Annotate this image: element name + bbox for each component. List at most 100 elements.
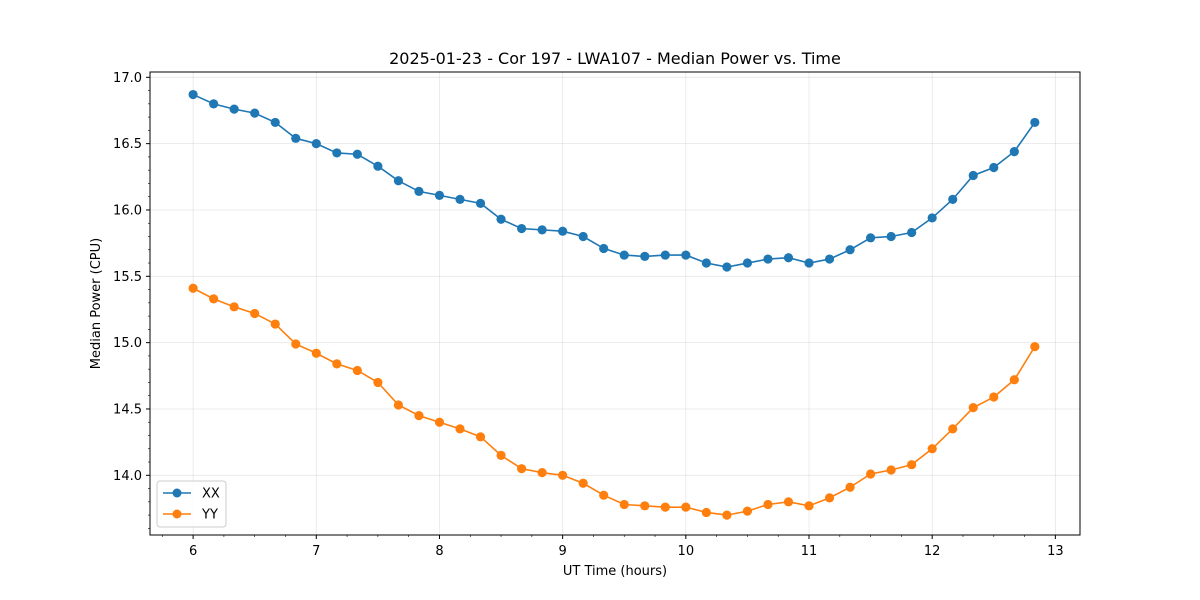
data-point-xx: [188, 89, 198, 100]
data-point-yy: [968, 403, 978, 413]
data-point-yy: [865, 469, 876, 479]
grid-layer: [150, 72, 1080, 535]
data-point-xx: [1030, 117, 1040, 128]
data-point-xx: [434, 190, 445, 200]
data-point-yy: [907, 460, 917, 470]
data-point-yy: [948, 424, 958, 434]
data-point-xx: [558, 226, 568, 236]
data-point-yy: [722, 510, 732, 520]
data-point-xx: [886, 231, 896, 242]
data-point-xx: [373, 161, 383, 171]
data-point-xx: [311, 139, 321, 149]
data-point-yy: [681, 502, 691, 512]
data-point-xx: [722, 262, 732, 272]
legend: XX YY: [156, 480, 227, 528]
plot-frame: [149, 71, 1081, 536]
data-point-xx: [824, 254, 835, 264]
data-point-xx: [332, 148, 342, 158]
data-point-yy: [537, 468, 547, 478]
x-tick-label: 6: [189, 544, 197, 559]
data-point-yy: [516, 464, 527, 474]
y-tick-label: 16.5: [113, 137, 142, 152]
data-point-xx: [681, 250, 691, 260]
y-tick-label: 15.5: [113, 270, 142, 285]
data-point-yy: [742, 506, 753, 516]
data-point-yy: [414, 411, 424, 421]
data-point-yy: [701, 507, 711, 518]
data-point-xx: [496, 214, 506, 224]
y-tick-label: 17.0: [113, 71, 142, 86]
data-point-yy: [352, 365, 362, 376]
data-point-xx: [414, 186, 424, 196]
data-point-xx: [701, 258, 711, 268]
data-point-xx: [763, 254, 773, 264]
data-point-xx: [229, 104, 239, 114]
data-point-yy: [640, 501, 650, 511]
data-point-yy: [229, 302, 239, 312]
data-point-xx: [1009, 146, 1019, 157]
data-point-xx: [660, 250, 670, 260]
data-point-yy: [291, 339, 301, 349]
data-point-xx: [907, 227, 917, 238]
data-point-yy: [332, 359, 342, 369]
data-point-yy: [496, 450, 506, 461]
data-point-yy: [619, 499, 629, 510]
data-point-yy: [599, 490, 609, 500]
legend-label-yy: YY: [201, 508, 218, 523]
data-point-xx: [455, 194, 465, 204]
data-point-xx: [475, 198, 486, 208]
data-point-yy: [558, 470, 568, 480]
y-tick-label: 15.0: [113, 336, 142, 351]
data-point-xx: [352, 149, 362, 159]
data-point-yy: [1030, 342, 1040, 352]
data-point-yy: [886, 465, 896, 475]
data-point-xx: [742, 258, 753, 268]
data-point-xx: [250, 108, 260, 118]
data-point-yy: [578, 478, 588, 488]
x-tick-label: 12: [924, 544, 941, 559]
data-point-xx: [968, 170, 978, 181]
y-tick-label: 14.5: [113, 402, 142, 417]
x-tick-label: 9: [559, 544, 567, 559]
data-point-yy: [188, 283, 198, 293]
y-tick-label: 14.0: [113, 469, 142, 484]
data-point-xx: [989, 162, 999, 173]
data-point-yy: [845, 482, 855, 492]
x-tick-label: 11: [801, 544, 818, 559]
data-point-yy: [783, 497, 794, 507]
x-tick-label: 10: [678, 544, 695, 559]
data-point-xx: [599, 243, 609, 254]
data-point-xx: [804, 258, 814, 268]
data-point-yy: [455, 424, 465, 434]
data-point-xx: [270, 117, 280, 128]
data-point-yy: [824, 493, 835, 503]
data-point-xx: [578, 231, 588, 242]
legend-marker-yy: [172, 509, 182, 519]
data-point-yy: [989, 392, 999, 402]
axis-layer: 6 7 8 9 10 11 12 13 14.0 14.5 15.0 15.5 16.0 16.5 17.0: [113, 71, 1064, 559]
data-point-xx: [845, 245, 855, 255]
data-point-xx: [948, 194, 958, 204]
x-tick-label: 7: [312, 544, 320, 559]
data-point-yy: [804, 501, 814, 511]
data-point-yy: [475, 432, 486, 442]
y-tick-label: 16.0: [113, 203, 142, 218]
x-tick-label: 8: [435, 544, 443, 559]
data-point-yy: [373, 377, 383, 388]
legend-label-xx: XX: [202, 487, 220, 502]
data-point-xx: [865, 233, 876, 243]
data-point-xx: [783, 253, 794, 263]
data-point-xx: [291, 133, 301, 143]
chart-title: 2025-01-23 - Cor 197 - LWA107 - Median P…: [389, 49, 841, 68]
data-point-yy: [250, 308, 260, 319]
data-point-yy: [209, 294, 219, 304]
data-point-xx: [927, 213, 937, 223]
data-point-yy: [434, 417, 445, 427]
data-point-yy: [393, 400, 404, 410]
data-point-xx: [619, 250, 629, 260]
legend-marker-xx: [172, 488, 182, 498]
series-layer: [188, 89, 1040, 520]
data-point-xx: [393, 176, 404, 186]
